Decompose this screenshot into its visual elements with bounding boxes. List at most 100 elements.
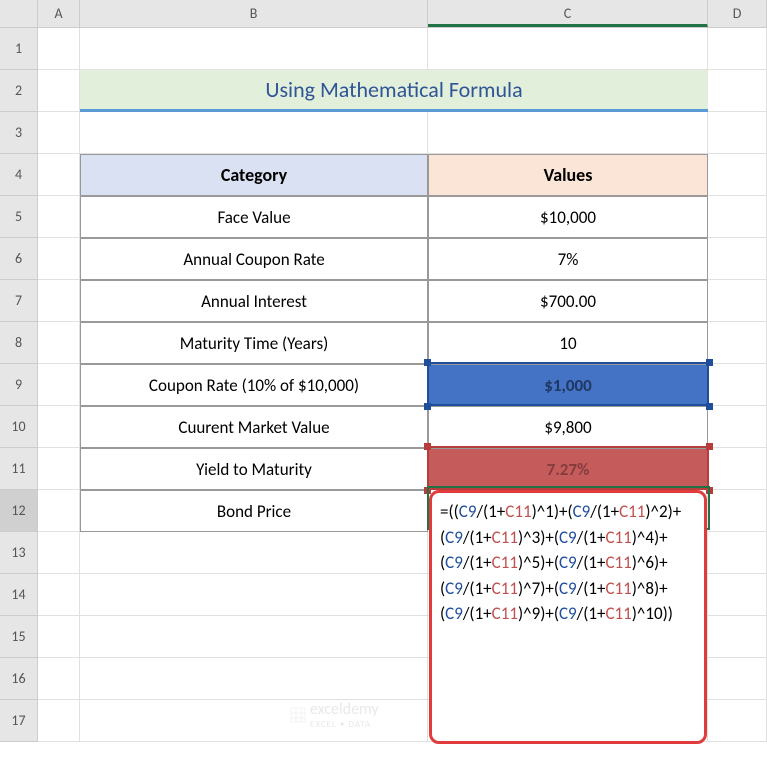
cell-b3[interactable] <box>80 112 428 154</box>
value-market-value[interactable]: $9,800 <box>428 406 708 448</box>
formula-text: /(1+ <box>590 501 619 522</box>
cell-d10[interactable] <box>708 406 767 448</box>
cell-d12[interactable] <box>708 490 767 532</box>
cell-d16[interactable] <box>708 658 767 700</box>
value-coupon-amount[interactable]: $1,000 <box>428 364 708 406</box>
label-market-value[interactable]: Cuurent Market Value <box>80 406 428 448</box>
cell-b15[interactable] <box>80 616 428 658</box>
title-cell[interactable]: Using Mathematical Formula <box>80 70 708 112</box>
cell-a12[interactable] <box>38 490 80 532</box>
row-header-15[interactable]: 15 <box>0 616 38 658</box>
cell-d2[interactable] <box>708 70 767 112</box>
row-4: 4 Category Values <box>0 154 767 196</box>
cell-d5[interactable] <box>708 196 767 238</box>
cell-d1[interactable] <box>708 28 767 70</box>
formula-text: /(1+ <box>577 552 606 573</box>
formula-ref-c9: C9 <box>445 578 463 599</box>
formula-text: )^9)+( <box>518 603 559 624</box>
row-header-3[interactable]: 3 <box>0 112 38 154</box>
formula-ref-c11: C11 <box>605 527 631 548</box>
cell-a10[interactable] <box>38 406 80 448</box>
cell-a9[interactable] <box>38 364 80 406</box>
cell-d7[interactable] <box>708 280 767 322</box>
label-face-value[interactable]: Face Value <box>80 196 428 238</box>
selection-handle-icon <box>706 487 713 494</box>
label-annual-interest[interactable]: Annual Interest <box>80 280 428 322</box>
row-header-13[interactable]: 13 <box>0 532 38 574</box>
cell-d6[interactable] <box>708 238 767 280</box>
cell-c1[interactable] <box>428 28 708 70</box>
label-coupon-amount[interactable]: Coupon Rate (10% of $10,000) <box>80 364 428 406</box>
cell-a15[interactable] <box>38 616 80 658</box>
watermark: exceldemy EXCEL • DATA <box>290 700 379 730</box>
row-header-6[interactable]: 6 <box>0 238 38 280</box>
header-category[interactable]: Category <box>80 154 428 196</box>
row-8: 8 Maturity Time (Years) 10 <box>0 322 767 364</box>
row-header-10[interactable]: 10 <box>0 406 38 448</box>
cell-a17[interactable] <box>38 700 80 742</box>
row-header-8[interactable]: 8 <box>0 322 38 364</box>
cell-d13[interactable] <box>708 532 767 574</box>
col-header-b[interactable]: B <box>80 0 428 27</box>
cell-b16[interactable] <box>80 658 428 700</box>
row-header-14[interactable]: 14 <box>0 574 38 616</box>
cell-b1[interactable] <box>80 28 428 70</box>
column-headers: A B C D <box>0 0 767 28</box>
cell-c3[interactable] <box>428 112 708 154</box>
cell-d9[interactable] <box>708 364 767 406</box>
formula-text: /(1+ <box>463 603 492 624</box>
cell-a14[interactable] <box>38 574 80 616</box>
row-9: 9 Coupon Rate (10% of $10,000) $1,000 <box>0 364 767 406</box>
col-header-c[interactable]: C <box>428 0 708 27</box>
label-coupon-rate[interactable]: Annual Coupon Rate <box>80 238 428 280</box>
row-header-16[interactable]: 16 <box>0 658 38 700</box>
cell-a1[interactable] <box>38 28 80 70</box>
value-maturity-time[interactable]: 10 <box>428 322 708 364</box>
value-face-value[interactable]: $10,000 <box>428 196 708 238</box>
cell-a3[interactable] <box>38 112 80 154</box>
value-coupon-rate[interactable]: 7% <box>428 238 708 280</box>
selection-handle-icon <box>706 403 713 410</box>
cell-d15[interactable] <box>708 616 767 658</box>
row-header-11[interactable]: 11 <box>0 448 38 490</box>
header-values[interactable]: Values <box>428 154 708 196</box>
label-maturity-time[interactable]: Maturity Time (Years) <box>80 322 428 364</box>
cell-a4[interactable] <box>38 154 80 196</box>
row-3: 3 <box>0 112 767 154</box>
cell-b14[interactable] <box>80 574 428 616</box>
cell-a6[interactable] <box>38 238 80 280</box>
cell-a16[interactable] <box>38 658 80 700</box>
cell-d4[interactable] <box>708 154 767 196</box>
cell-d8[interactable] <box>708 322 767 364</box>
cell-a2[interactable] <box>38 70 80 112</box>
cell-d17[interactable] <box>708 700 767 742</box>
row-2: 2 Using Mathematical Formula <box>0 70 767 112</box>
value-annual-interest[interactable]: $700.00 <box>428 280 708 322</box>
row-header-4[interactable]: 4 <box>0 154 38 196</box>
spreadsheet: A B C D 1 2 Using Mathematical Formula 3… <box>0 0 767 742</box>
row-header-5[interactable]: 5 <box>0 196 38 238</box>
formula-editor[interactable]: =((C9/(1+C11)^1)+(C9/(1+C11)^2)+(C9/(1+C… <box>429 490 707 744</box>
row-header-17[interactable]: 17 <box>0 700 38 742</box>
label-bond-price[interactable]: Bond Price <box>80 490 428 532</box>
label-ytm[interactable]: Yield to Maturity <box>80 448 428 490</box>
value-ytm[interactable]: 7.27% <box>428 448 708 490</box>
col-header-a[interactable]: A <box>38 0 80 27</box>
row-header-1[interactable]: 1 <box>0 28 38 70</box>
col-header-d[interactable]: D <box>708 0 767 27</box>
cell-d11[interactable] <box>708 448 767 490</box>
row-header-2[interactable]: 2 <box>0 70 38 112</box>
cell-a11[interactable] <box>38 448 80 490</box>
cell-b13[interactable] <box>80 532 428 574</box>
cell-a7[interactable] <box>38 280 80 322</box>
row-header-9[interactable]: 9 <box>0 364 38 406</box>
cell-d14[interactable] <box>708 574 767 616</box>
cell-d3[interactable] <box>708 112 767 154</box>
row-header-12[interactable]: 12 <box>0 490 38 532</box>
cell-a13[interactable] <box>38 532 80 574</box>
cell-a8[interactable] <box>38 322 80 364</box>
select-all-corner[interactable] <box>0 0 38 27</box>
formula-ref-c9: C9 <box>559 603 577 624</box>
row-header-7[interactable]: 7 <box>0 280 38 322</box>
cell-a5[interactable] <box>38 196 80 238</box>
